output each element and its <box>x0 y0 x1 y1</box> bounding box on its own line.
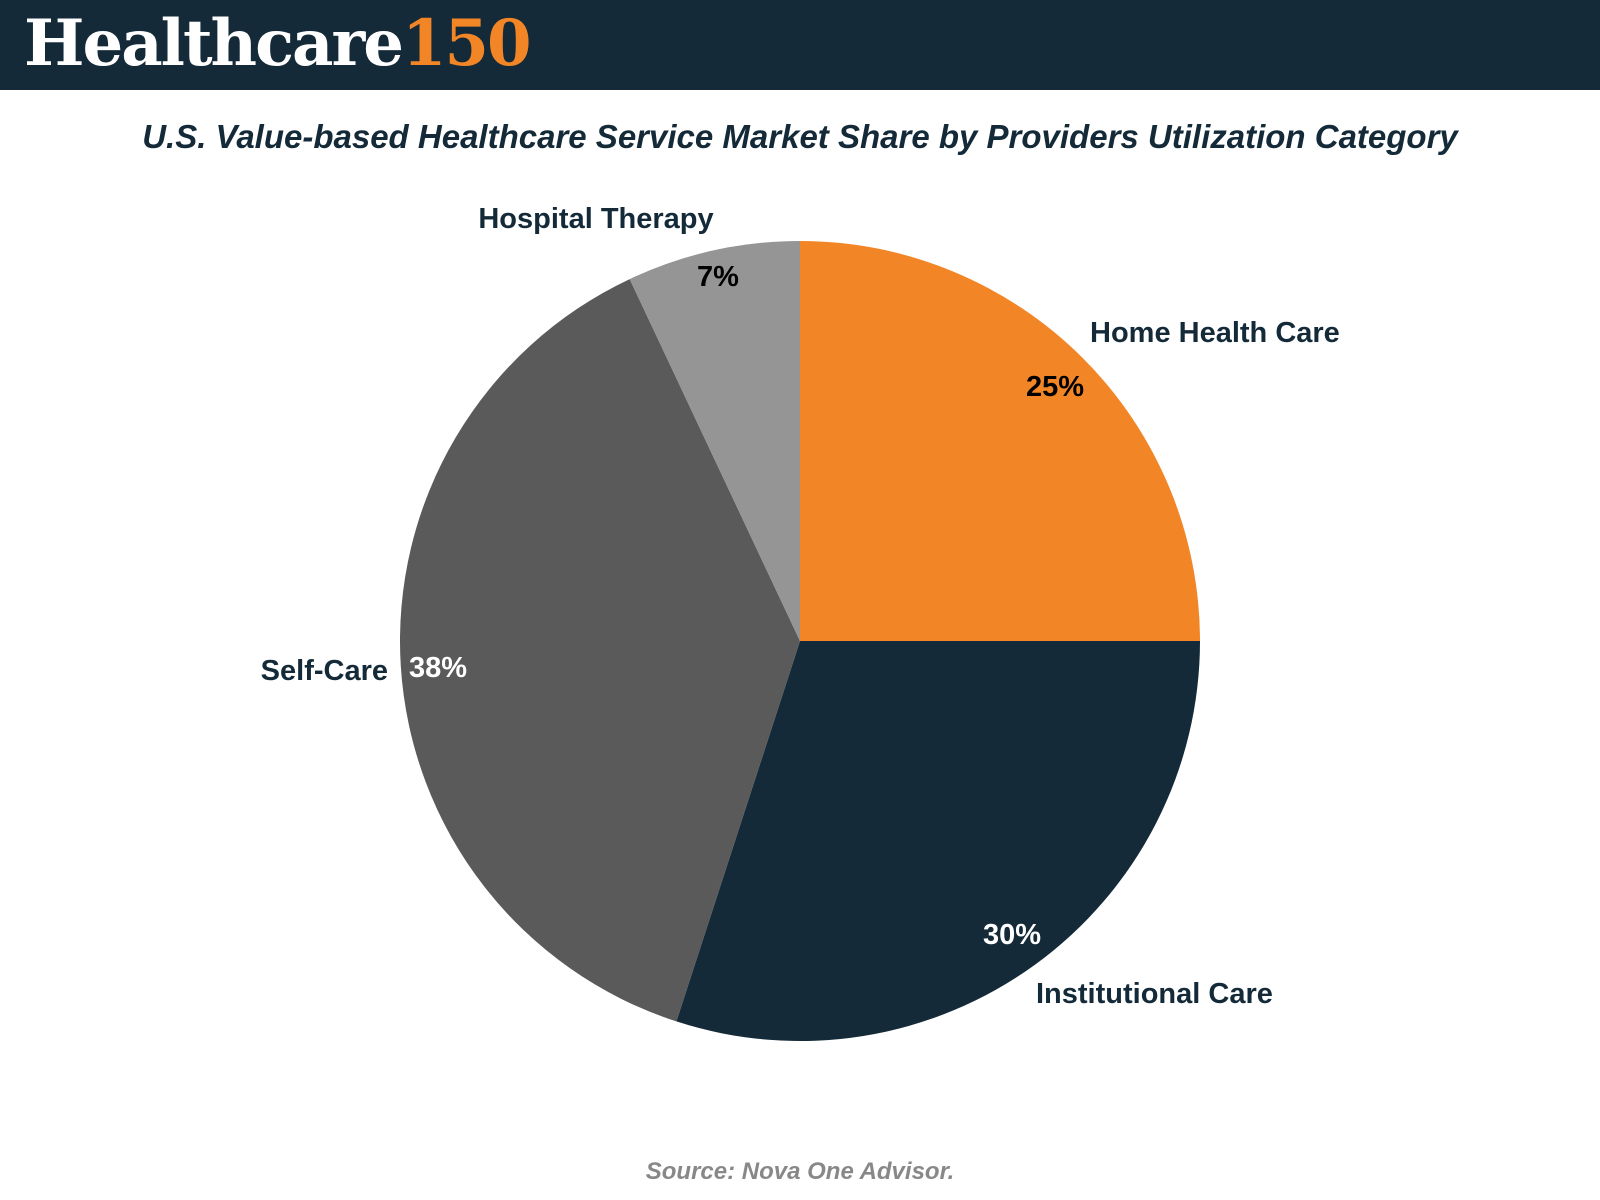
slice-percent-home-health-care: 25% <box>1026 371 1084 403</box>
pie-slices <box>399 241 1200 1041</box>
slice-label-institutional-care: Institutional Care <box>1036 978 1273 1010</box>
slice-label-hospital-therapy: Hospital Therapy <box>478 203 713 235</box>
slice-percent-hospital-therapy: 7% <box>697 261 739 293</box>
chart-title: U.S. Value-based Healthcare Service Mark… <box>142 118 1458 155</box>
logo-word: Healthcare <box>24 6 404 81</box>
brand-header-bar: Healthcare150 <box>0 0 1600 90</box>
pie-slice-hospital-therapy <box>629 241 800 641</box>
pie-slice-institutional-care <box>676 641 1200 1041</box>
pie-slice-self-care <box>399 279 800 1022</box>
slice-percent-self-care: 38% <box>409 652 467 684</box>
slice-percent-institutional-care: 30% <box>983 919 1041 951</box>
healthcare150-logo: Healthcare150 <box>24 4 532 84</box>
logo-number: 150 <box>401 6 532 81</box>
slice-label-home-health-care: Home Health Care <box>1090 317 1340 349</box>
slice-label-self-care: Self-Care <box>261 655 388 687</box>
source-note: Source: Nova One Advisor. <box>645 1158 955 1185</box>
pie-slice-home-health-care <box>800 241 1200 641</box>
